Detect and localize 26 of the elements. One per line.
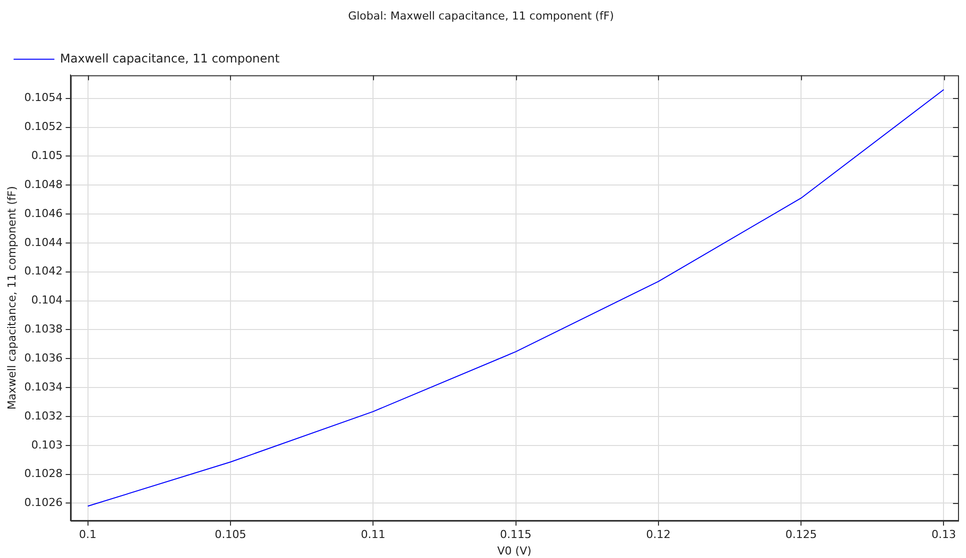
y-tick-label: 0.1038 [24,322,63,336]
x-tick-label: 0.1 [79,528,97,542]
x-tick-label: 0.125 [785,528,817,542]
y-tick-label: 0.1042 [24,264,63,278]
chart-title: Global: Maxwell capacitance, 11 component (fF) [348,9,614,22]
y-tick-label: 0.1036 [24,351,63,364]
x-tick-label: 0.12 [646,528,671,542]
y-tick-label: 0.1052 [24,120,63,134]
y-tick-label: 0.1046 [24,206,63,220]
legend-label: Maxwell capacitance, 11 component [60,51,280,66]
y-tick-label: 0.1028 [24,467,63,480]
y-tick-label: 0.1054 [24,91,63,104]
y-tick-label: 0.103 [31,438,63,452]
x-tick-label: 0.11 [360,528,386,542]
x-axis-title: V0 (V) [497,544,532,558]
x-tick-label: 0.13 [931,528,956,542]
y-tick-label: 0.1044 [24,236,63,249]
y-axis-title: Maxwell capacitance, 11 component (fF) [5,186,18,410]
y-tick-label: 0.1026 [24,496,63,510]
y-tick-label: 0.105 [31,149,63,162]
y-tick-label: 0.104 [31,294,63,307]
y-tick-label: 0.1034 [24,380,63,394]
y-tick-label: 0.1032 [24,409,63,422]
x-tick-label: 0.115 [500,528,532,542]
x-tick-label: 0.105 [214,528,246,542]
y-tick-label: 0.1048 [24,178,63,191]
